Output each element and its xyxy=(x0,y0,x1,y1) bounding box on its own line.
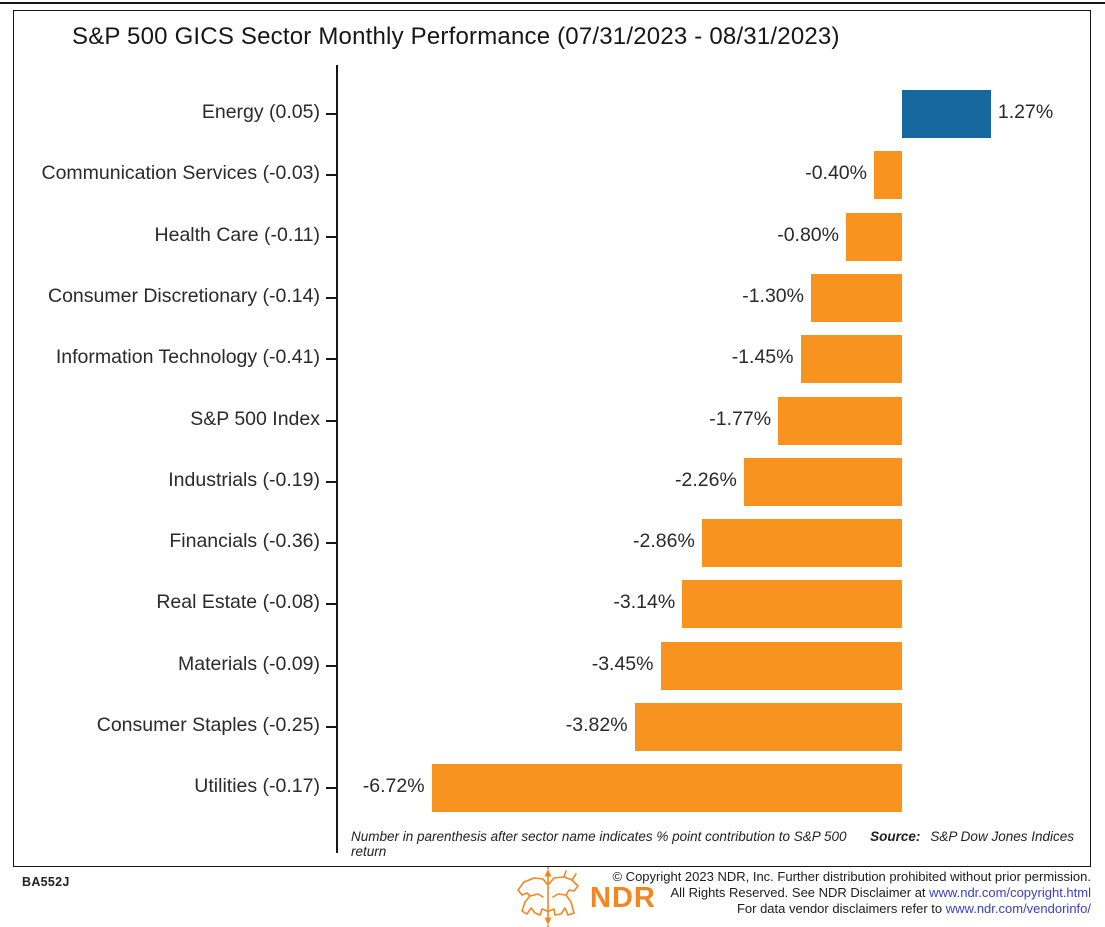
bar-real-estate-0-08 xyxy=(682,580,902,629)
source-value: S&P Dow Jones Indices xyxy=(930,829,1074,844)
category-label-materials-0-09: Materials (-0.09) xyxy=(178,652,320,675)
bar-consumer-discretionary-0-14 xyxy=(811,273,902,322)
axis-tick xyxy=(326,419,336,422)
ndr-logo-text: NDR xyxy=(590,882,656,914)
axis-tick xyxy=(326,664,336,667)
category-label-health-care-0-11: Health Care (-0.11) xyxy=(154,223,320,246)
ndr-logo: NDR xyxy=(514,866,656,927)
vendorinfo-link[interactable]: www.ndr.com/vendorinfo/ xyxy=(945,901,1091,916)
copyright-link[interactable]: www.ndr.com/copyright.html xyxy=(929,885,1091,900)
axis-tick xyxy=(326,726,336,728)
value-label-materials-0-09: -3.45% xyxy=(591,652,654,675)
value-label-utilities-0-17: -6.72% xyxy=(362,775,425,798)
category-label-consumer-staples-0-25: Consumer Staples (-0.25) xyxy=(96,714,320,736)
copyright-line-2: All Rights Reserved. See NDR Disclaimer … xyxy=(612,885,1091,901)
axis-tick xyxy=(326,542,336,545)
source-label: Source: xyxy=(870,829,921,844)
chart-title: S&P 500 GICS Sector Monthly Performance … xyxy=(72,23,840,50)
plot-area: Energy (0.05) 1.27% Communication Services… xyxy=(14,11,1090,866)
bar-utilities-0-17 xyxy=(431,764,902,813)
value-label-communication-services-0-03: -0.40% xyxy=(805,162,867,185)
bottom-bar: BA552J xyxy=(0,866,1105,927)
category-label-utilities-0-17: Utilities (-0.17) xyxy=(194,775,320,798)
copyright-line-2-text: All Rights Reserved. See NDR Disclaimer … xyxy=(670,885,930,900)
bar-health-care-0-11 xyxy=(846,212,902,261)
value-label-s-p-500-index: -1.77% xyxy=(709,407,772,430)
value-label-real-estate-0-08: -3.14% xyxy=(613,591,676,614)
value-label-consumer-staples-0-25: -3.82% xyxy=(565,714,628,736)
axis-tick xyxy=(326,235,336,238)
chart-frame: S&P 500 GICS Sector Monthly Performance … xyxy=(13,10,1091,867)
bar-information-technology-0-41 xyxy=(800,335,902,384)
value-label-industrials-0-19: -2.26% xyxy=(675,468,737,491)
axis-tick xyxy=(326,296,336,299)
category-label-communication-services-0-03: Communication Services (-0.03) xyxy=(41,162,320,185)
category-label-financials-0-36: Financials (-0.36) xyxy=(169,530,320,553)
category-label-s-p-500-index: S&P 500 Index xyxy=(190,407,320,430)
copyright-line-1: © Copyright 2023 NDR, Inc. Further distr… xyxy=(612,869,1091,884)
value-label-energy-0-05: 1.27% xyxy=(997,101,1054,123)
bar-financials-0-36 xyxy=(701,519,902,568)
axis-tick xyxy=(326,480,336,483)
y-axis-line xyxy=(336,65,338,853)
axis-tick xyxy=(326,603,336,606)
category-label-energy-0-05: Energy (0.05) xyxy=(201,101,320,123)
bar-consumer-staples-0-25 xyxy=(634,703,902,751)
bar-communication-services-0-03 xyxy=(874,151,902,200)
footnote-text: Number in parenthesis after sector name … xyxy=(351,829,847,859)
bar-s-p-500-index xyxy=(778,396,902,445)
value-label-consumer-discretionary-0-14: -1.30% xyxy=(742,284,804,307)
axis-tick xyxy=(326,113,336,115)
chart-id-label: BA552J xyxy=(22,875,70,889)
bar-energy-0-05 xyxy=(902,90,991,138)
axis-tick xyxy=(326,174,336,177)
category-label-industrials-0-19: Industrials (-0.19) xyxy=(168,468,320,491)
bar-materials-0-09 xyxy=(660,641,902,690)
ndr-bull-bear-logo-icon xyxy=(514,866,582,927)
category-label-information-technology-0-41: Information Technology (-0.41) xyxy=(55,346,320,369)
copyright-line-3-text: For data vendor disclaimers refer to xyxy=(736,901,946,916)
top-rule xyxy=(0,2,1105,4)
value-label-information-technology-0-41: -1.45% xyxy=(731,346,794,369)
bar-industrials-0-19 xyxy=(743,457,902,506)
source-note: Source: S&P Dow Jones Indices xyxy=(870,829,1074,844)
axis-tick xyxy=(326,787,336,790)
copyright-line-3: For data vendor disclaimers refer to www… xyxy=(612,901,1091,917)
category-label-consumer-discretionary-0-14: Consumer Discretionary (-0.14) xyxy=(47,284,320,307)
copyright-block: © Copyright 2023 NDR, Inc. Further distr… xyxy=(612,869,1091,917)
value-label-financials-0-36: -2.86% xyxy=(633,530,695,553)
axis-tick xyxy=(326,358,336,361)
value-label-health-care-0-11: -0.80% xyxy=(777,223,839,246)
footnote-row: Number in parenthesis after sector name … xyxy=(351,829,1074,859)
category-label-real-estate-0-08: Real Estate (-0.08) xyxy=(156,591,320,614)
